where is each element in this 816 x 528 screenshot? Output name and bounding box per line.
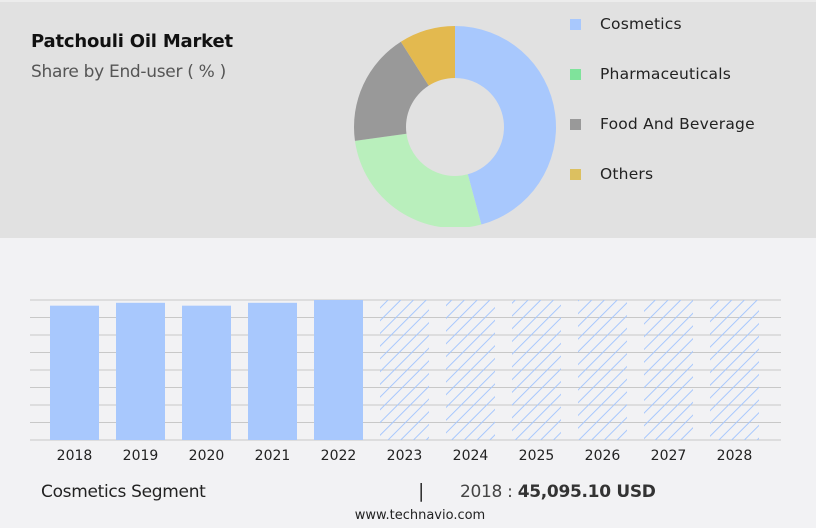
bar-2023[interactable]	[380, 300, 429, 440]
x-tick-label: 2028	[717, 448, 753, 464]
bar-2026[interactable]	[578, 300, 627, 440]
legend-item-others[interactable]: Others	[570, 162, 653, 186]
x-tick-label: 2022	[321, 448, 357, 464]
x-tick-label: 2026	[585, 448, 621, 464]
legend-swatch-icon	[570, 68, 581, 80]
legend-swatch-icon	[570, 118, 581, 130]
donut-chart	[352, 26, 558, 232]
x-tick-label: 2019	[123, 448, 159, 464]
segment-label: Cosmetics Segment	[41, 482, 206, 502]
bar-2028[interactable]	[710, 300, 759, 440]
value-year: 2018	[460, 482, 503, 502]
bar-2025[interactable]	[512, 300, 561, 440]
bar-2021[interactable]	[248, 302, 297, 440]
x-tick-label: 2021	[255, 448, 291, 464]
segment-value: 2018 : 45,095.10 USD	[460, 482, 656, 502]
legend-item-food-and-beverage[interactable]: Food And Beverage	[570, 112, 755, 136]
bar-2024[interactable]	[446, 300, 495, 440]
legend-label: Cosmetics	[600, 15, 682, 33]
bar-chart: 2018 2019 2020 2021 2022 2023 2024 2025 2026 2027…	[30, 299, 781, 464]
donut-slice-food-and-beverage[interactable]	[354, 41, 429, 141]
chart-subtitle: Share by End-user ( % )	[31, 62, 226, 82]
legend-label: Others	[600, 165, 654, 183]
x-axis-labels: 2018 2019 2020 2021 2022 2023 2024 2025 2026 2027…	[57, 448, 753, 464]
donut-slice-others[interactable]	[400, 26, 455, 86]
legend-label: Food And Beverage	[600, 115, 755, 133]
x-tick-label: 2024	[453, 448, 489, 464]
x-tick-label: 2025	[519, 448, 555, 464]
source-url: www.technavio.com	[354, 508, 486, 523]
bar-2019[interactable]	[116, 302, 165, 440]
footer-separator: |	[418, 480, 425, 502]
value-amount: 45,095.10 USD	[517, 482, 656, 502]
chart-title: Patchouli Oil Market	[31, 31, 233, 52]
legend-item-cosmetics[interactable]: Cosmetics	[570, 12, 682, 36]
legend-swatch-icon	[570, 168, 581, 180]
legend-item-pharmaceuticals[interactable]: Pharmaceuticals	[570, 62, 731, 86]
donut-slice-pharmaceuticals[interactable]	[354, 133, 482, 228]
x-tick-label: 2023	[387, 448, 423, 464]
bar-2022[interactable]	[314, 300, 363, 440]
x-tick-label: 2018	[57, 448, 93, 464]
bar-2018[interactable]	[50, 305, 99, 440]
legend-swatch-icon	[570, 18, 581, 30]
bars	[50, 300, 759, 440]
legend-label: Pharmaceuticals	[600, 65, 732, 83]
donut-slice-cosmetics[interactable]	[455, 26, 556, 225]
bar-2020[interactable]	[182, 305, 231, 440]
bar-2027[interactable]	[644, 300, 693, 440]
x-tick-label: 2027	[651, 448, 687, 464]
value-colon: :	[502, 482, 518, 502]
x-tick-label: 2020	[189, 448, 225, 464]
